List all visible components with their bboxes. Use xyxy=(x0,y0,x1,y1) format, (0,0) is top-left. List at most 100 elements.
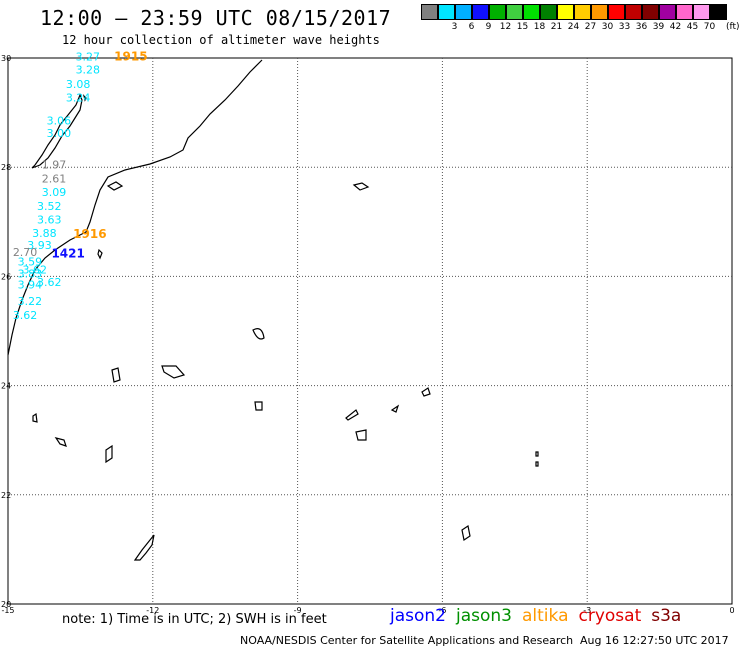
legend-swatch xyxy=(455,4,472,20)
legend-swatch xyxy=(557,4,574,20)
legend-label: 33 xyxy=(618,22,631,32)
map-subtitle: 12 hour collection of altimeter wave hei… xyxy=(62,33,380,47)
y-tick-label: 30 xyxy=(1,54,11,63)
swh-value: 3.93 xyxy=(27,239,52,252)
legend-label: 70 xyxy=(703,22,716,32)
grid-lines: -15 -12 -9 -6 -3 0 30 28 26 24 22 20 xyxy=(1,54,735,615)
canary-islet-a xyxy=(106,181,124,191)
y-tick-label: 28 xyxy=(1,163,11,172)
satellite-jason2: jason2 xyxy=(390,606,446,626)
swh-value: 3.59 xyxy=(18,255,43,268)
swh-value: 2.70 xyxy=(13,246,38,259)
legend-swatch xyxy=(693,4,710,20)
swh-value: 3.27 xyxy=(76,51,101,64)
legend-swatch xyxy=(710,4,727,20)
satellite-jason3: jason3 xyxy=(456,606,512,626)
legend-label: 27 xyxy=(584,22,597,32)
canary-islet-b xyxy=(352,182,370,191)
legend-swatch xyxy=(421,4,438,20)
legend-swatch xyxy=(642,4,659,20)
swh-value: 1.97 xyxy=(42,158,67,171)
island-3 xyxy=(111,367,121,383)
swh-value: 3.62 xyxy=(22,264,47,277)
swh-value: 3.08 xyxy=(66,78,91,91)
map-title: 12:00 – 23:59 UTC 08/15/2017 xyxy=(40,6,392,30)
legend-unit: (ft) xyxy=(726,22,740,32)
satellite-legend: jason2 jason3 altika cryosat s3a xyxy=(390,606,691,626)
swh-value: 3.63 xyxy=(37,213,62,226)
swh-value: 3.00 xyxy=(47,127,72,140)
observation-labels: 3.273.28 3.083.24 3.063.00 1.972.613.093.52… xyxy=(13,50,148,322)
cape-verde-like-islet xyxy=(97,248,103,260)
island-11 xyxy=(105,444,113,464)
x-tick-label: -9 xyxy=(294,606,302,615)
y-tick-label: 26 xyxy=(1,272,11,281)
legend-swatch xyxy=(574,4,591,20)
island-8 xyxy=(355,429,367,441)
legend-swatch xyxy=(625,4,642,20)
x-tick-label: 0 xyxy=(729,606,734,615)
legend-swatch xyxy=(489,4,506,20)
pass-time-label: 1915 xyxy=(114,50,147,64)
satellite-cryosat: cryosat xyxy=(578,606,642,626)
legend-label: 45 xyxy=(686,22,699,32)
island-6 xyxy=(345,409,359,421)
island-5 xyxy=(421,387,431,397)
island-13 xyxy=(535,461,539,467)
swh-value: 3.24 xyxy=(66,92,91,105)
swh-value: 3.62 xyxy=(37,276,62,289)
island-1 xyxy=(252,328,265,340)
legend-label: 42 xyxy=(669,22,682,32)
swh-value: 3.09 xyxy=(42,186,67,199)
legend-label: 18 xyxy=(533,22,546,32)
swh-value: 3.94 xyxy=(18,278,43,291)
x-tick-label: -3 xyxy=(583,606,591,615)
legend-swatch xyxy=(676,4,693,20)
swh-value: 3.62 xyxy=(13,309,38,322)
footer-timestamp: Aug 16 12:27:50 UTC 2017 xyxy=(580,634,729,647)
legend-swatch xyxy=(438,4,455,20)
island-7 xyxy=(390,404,400,413)
legend-label: 21 xyxy=(550,22,563,32)
legend-swatch xyxy=(472,4,489,20)
coastline xyxy=(7,59,539,561)
swh-value: 2.61 xyxy=(42,172,67,185)
pass-time-label: 1916 xyxy=(73,227,106,241)
map-frame xyxy=(7,57,733,605)
pass-time-label: 1421 xyxy=(51,246,84,260)
swh-value: 3.28 xyxy=(76,63,101,76)
island-9 xyxy=(32,412,38,423)
lanzarote-fuerteventura xyxy=(31,93,83,169)
legend-label: 3 xyxy=(451,22,458,32)
swh-value: 3.88 xyxy=(32,227,57,240)
footer-credit: NOAA/NESDIS Center for Satellite Applica… xyxy=(240,634,574,647)
swh-value: 3.52 xyxy=(37,200,62,213)
legend-label: 24 xyxy=(567,22,580,32)
island-10 xyxy=(54,437,67,447)
x-tick-label: -6 xyxy=(438,606,446,615)
x-tick-label: -12 xyxy=(146,606,159,615)
satellite-altika: altika xyxy=(522,606,569,626)
x-tick-label: -15 xyxy=(1,606,14,615)
island-12 xyxy=(535,451,539,457)
island-2 xyxy=(161,365,186,379)
swh-value: 3.22 xyxy=(18,295,43,308)
island-16 xyxy=(82,94,87,102)
legend-label: 39 xyxy=(652,22,665,32)
legend-label: 9 xyxy=(485,22,492,32)
island-4 xyxy=(254,401,263,411)
legend-label: 12 xyxy=(499,22,512,32)
swh-value: 3.83 xyxy=(18,267,43,280)
legend-swatch xyxy=(540,4,557,20)
y-tick-label: 20 xyxy=(1,600,11,609)
legend-swatch xyxy=(523,4,540,20)
y-tick-label: 22 xyxy=(1,491,11,500)
legend-swatch xyxy=(659,4,676,20)
legend-swatch xyxy=(506,4,523,20)
legend-label: 6 xyxy=(468,22,475,32)
note-text: note: 1) Time is in UTC; 2) SWH is in fe… xyxy=(62,612,327,627)
legend-label: 15 xyxy=(516,22,529,32)
swh-value: 3.06 xyxy=(47,115,72,128)
satellite-s3a: s3a xyxy=(651,606,682,626)
